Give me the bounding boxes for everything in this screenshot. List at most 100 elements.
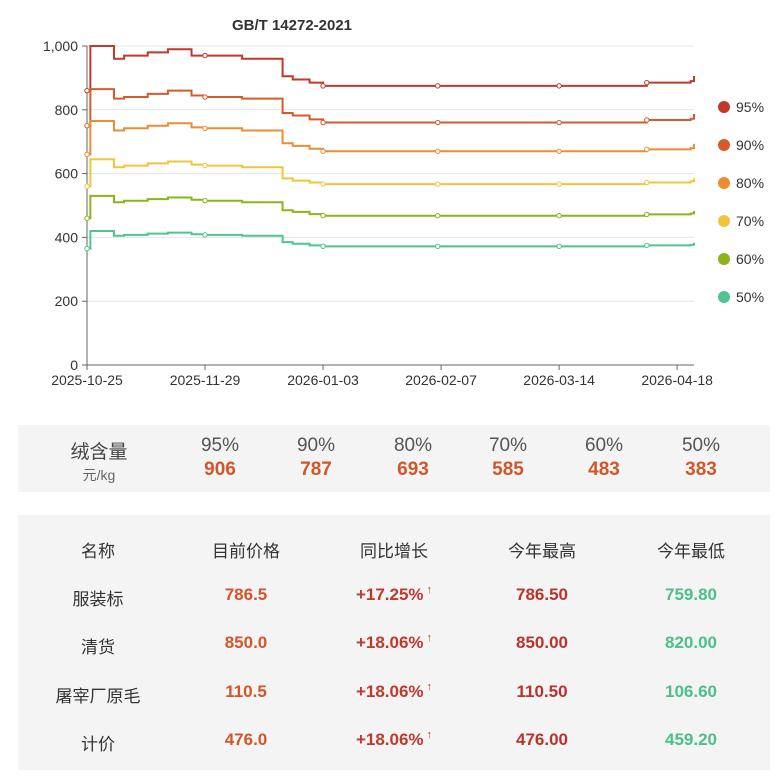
series-line <box>87 45 695 92</box>
data-point <box>644 117 650 123</box>
row-high: 786.50 <box>516 585 568 604</box>
summary-pct: 50% <box>681 435 721 456</box>
table-header-name: 名称 <box>81 542 115 561</box>
table-header-low: 今年最低 <box>657 542 725 561</box>
y-tick-label: 200 <box>55 293 79 309</box>
row-growth-value: +18.06% <box>355 730 424 749</box>
legend-dot-icon <box>718 101 730 113</box>
legend-item[interactable]: 50% <box>718 278 764 316</box>
series-line <box>87 230 695 250</box>
summary-value: 483 <box>588 459 620 480</box>
series-line <box>87 158 695 188</box>
row-high: 476.00 <box>516 730 568 749</box>
up-arrow-icon: ↑ <box>426 632 433 644</box>
line-chart: GB/T 14272-2021 0 200 400 600 800 1,000 2025-1… <box>43 17 713 388</box>
row-price: 110.5 <box>225 682 267 701</box>
summary-header: 绒含量 元/kg <box>18 425 180 492</box>
table-header-high: 今年最高 <box>508 542 576 561</box>
y-tick-label: 1,000 <box>43 38 78 54</box>
series-line <box>87 88 695 127</box>
data-point <box>84 151 90 158</box>
legend-label: 60% <box>736 251 765 267</box>
row-high: 850.00 <box>516 633 568 652</box>
x-tick-label: 2026-02-07 <box>405 372 477 388</box>
row-high: 110.50 <box>516 682 568 701</box>
grid-layer <box>87 45 694 302</box>
data-point <box>202 162 208 169</box>
summary-label: 绒含量 <box>70 442 128 463</box>
summary-value: 693 <box>397 459 429 480</box>
legend-dot-icon <box>718 253 730 265</box>
row-low: 459.20 <box>665 730 717 749</box>
data-point <box>435 148 441 154</box>
price-table: 名称 目前价格 同比增长 今年最高 今年最低 服装标 786.5 +17.25%… <box>18 515 770 770</box>
chart-title: GB/T 14272-2021 <box>232 17 352 34</box>
data-point <box>84 87 90 94</box>
data-point <box>320 119 326 126</box>
summary-unit: 元/kg <box>82 467 116 483</box>
x-tick-label: 2026-04-18 <box>641 372 713 388</box>
row-growth: +18.06% ↑ <box>319 729 469 750</box>
y-tick-label: 0 <box>70 357 78 373</box>
summary-value: 787 <box>300 459 332 480</box>
x-tick-label: 2026-03-14 <box>523 372 595 388</box>
legend-label: 95% <box>736 99 765 115</box>
axis-layer: 0 200 400 600 800 1,000 2025-10-25 2025-11-29 20… <box>43 38 713 388</box>
series-line <box>87 119 695 156</box>
data-point <box>644 211 650 218</box>
y-tick-label: 800 <box>55 102 79 118</box>
data-point <box>202 198 208 204</box>
data-point <box>320 213 326 219</box>
row-name: 服装标 <box>72 590 124 609</box>
row-growth: +18.06% ↑ <box>319 632 469 653</box>
data-point <box>202 125 208 132</box>
summary-value: 906 <box>204 459 236 480</box>
data-point <box>320 148 326 154</box>
summary-pct: 90% <box>296 435 336 456</box>
legend-item[interactable]: 70% <box>718 202 764 240</box>
data-point <box>435 181 441 187</box>
data-point <box>320 181 326 187</box>
data-point <box>84 245 90 252</box>
table-header-growth: 同比增长 <box>360 542 428 561</box>
legend-item[interactable]: 95% <box>718 88 764 126</box>
row-low: 106.60 <box>665 682 717 701</box>
legend-dot-icon <box>718 215 730 227</box>
legend-item[interactable]: 60% <box>718 240 764 278</box>
data-point <box>556 148 562 154</box>
row-growth-value: +18.06% <box>355 633 424 652</box>
data-point <box>644 242 650 249</box>
legend-item[interactable]: 80% <box>718 164 764 202</box>
legend-label: 80% <box>736 175 765 191</box>
series-line <box>87 194 695 220</box>
data-point <box>202 94 208 100</box>
legend: 95% 90% 80% 70% 60% 50% <box>718 88 764 316</box>
row-low: 820.00 <box>665 633 717 652</box>
data-point <box>644 179 650 186</box>
data-point <box>435 119 441 126</box>
legend-label: 70% <box>736 213 765 229</box>
series-layer <box>84 45 695 252</box>
summary-pct: 60% <box>584 435 624 456</box>
legend-dot-icon <box>718 139 730 151</box>
row-growth: +17.25% ↑ <box>319 584 469 605</box>
summary-bar: 绒含量 元/kg 95% 906 90% 787 80% 693 70% 585… <box>18 425 770 492</box>
y-tick-label: 600 <box>55 166 79 182</box>
row-name: 清货 <box>81 638 115 657</box>
legend-item[interactable]: 90% <box>718 126 764 164</box>
data-point <box>320 243 326 250</box>
x-tick-label: 2026-01-03 <box>287 372 359 388</box>
summary-pct: 80% <box>393 435 433 456</box>
legend-dot-icon <box>718 291 730 303</box>
data-point <box>556 243 562 250</box>
row-growth-value: +18.06% <box>355 682 424 701</box>
legend-label: 90% <box>736 137 765 153</box>
row-low: 759.80 <box>665 585 717 604</box>
up-arrow-icon: ↑ <box>426 729 433 741</box>
legend-dot-icon <box>718 177 730 189</box>
x-tick-label: 2025-11-29 <box>170 372 241 388</box>
data-point <box>84 215 90 221</box>
row-name: 计价 <box>81 735 115 754</box>
data-point <box>84 123 90 129</box>
row-growth: +18.06% ↑ <box>319 681 469 702</box>
